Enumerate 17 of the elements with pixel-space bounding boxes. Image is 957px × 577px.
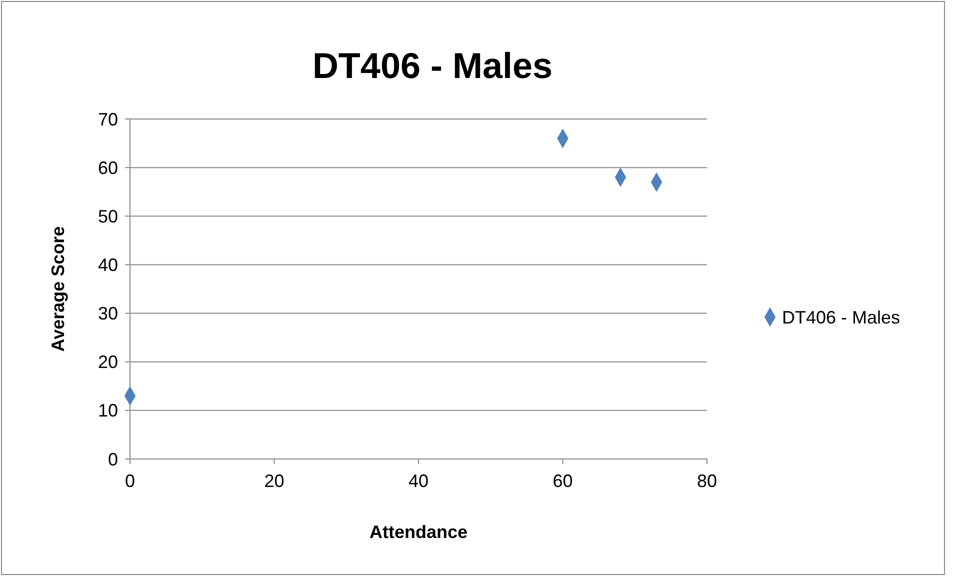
x-tick-label: 40 — [408, 471, 429, 491]
y-tick-label: 30 — [98, 304, 118, 324]
y-tick-label: 0 — [108, 449, 118, 470]
y-tick-label: 60 — [98, 158, 118, 178]
x-tick-label: 20 — [264, 471, 284, 491]
y-tick-label: 20 — [98, 352, 118, 372]
y-tick-label: 40 — [98, 255, 118, 276]
legend-label: DT406 - Males — [782, 307, 900, 328]
y-axis-title: Average Score — [48, 226, 68, 352]
chart-title: DT406 - Males — [312, 45, 553, 86]
x-axis-title: Attendance — [369, 522, 468, 542]
x-tick-label: 0 — [124, 471, 136, 491]
y-tick-label: 70 — [98, 109, 118, 130]
y-tick-label: 10 — [98, 400, 118, 421]
x-tick-label: 60 — [552, 471, 573, 491]
x-tick-label: 80 — [696, 471, 718, 491]
y-tick-label: 50 — [98, 206, 118, 226]
